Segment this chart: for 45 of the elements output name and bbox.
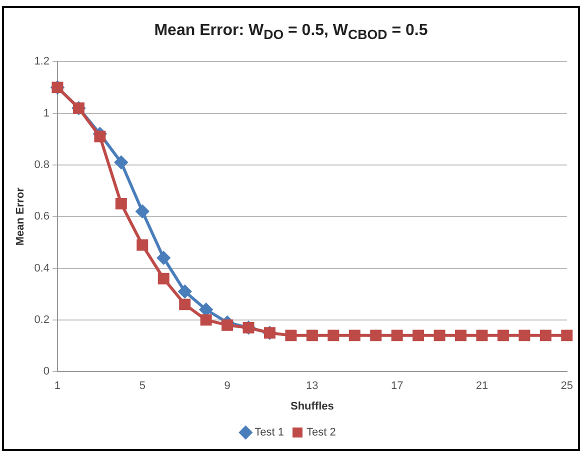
y-tick-label: 0.6 [34, 210, 50, 223]
point [157, 251, 170, 264]
y-tick-label: 1.2 [34, 56, 50, 68]
point [561, 330, 573, 342]
point [348, 330, 360, 342]
point [114, 156, 128, 169]
point [328, 330, 340, 342]
point [497, 330, 509, 342]
y-tick-label: 0.2 [34, 314, 50, 326]
point [412, 330, 424, 342]
legend-label: Test 2 [306, 426, 336, 439]
y-axis-title: Mean Error [14, 186, 27, 246]
y-tick-label: 0 [43, 366, 50, 378]
x-axis-title: Shuffles [290, 400, 334, 412]
point [285, 330, 297, 342]
point [391, 330, 403, 342]
x-tick-label: 1 [54, 380, 61, 392]
point [200, 314, 212, 326]
x-tick-label: 5 [139, 380, 146, 392]
point [306, 330, 318, 342]
point [94, 130, 106, 142]
point [540, 330, 552, 342]
chart-title: Mean Error: W$_{DO}$ = 0.5, W$_{CBOD}$ = 0.5 [153, 22, 429, 42]
point [115, 198, 127, 210]
x-tick-label: 25 [560, 380, 574, 392]
point [179, 298, 191, 310]
point [434, 330, 446, 342]
point [455, 330, 466, 342]
point [136, 239, 148, 251]
x-tick-label: 17 [390, 380, 404, 392]
point [518, 330, 530, 342]
y-tick-label: 0.8 [34, 158, 50, 171]
point [200, 303, 213, 316]
x-tick-label: 9 [224, 380, 230, 392]
point [158, 272, 170, 284]
point [178, 285, 192, 298]
point [476, 330, 488, 342]
x-tick-label: 21 [476, 380, 488, 392]
x-tick-label: 13 [306, 380, 318, 392]
point [222, 319, 234, 331]
legend-label: Test 1 [254, 426, 284, 439]
y-tick-label: 0.4 [34, 262, 50, 274]
y-tick-label: 1 [43, 107, 50, 120]
point [370, 330, 382, 342]
point [136, 204, 149, 218]
